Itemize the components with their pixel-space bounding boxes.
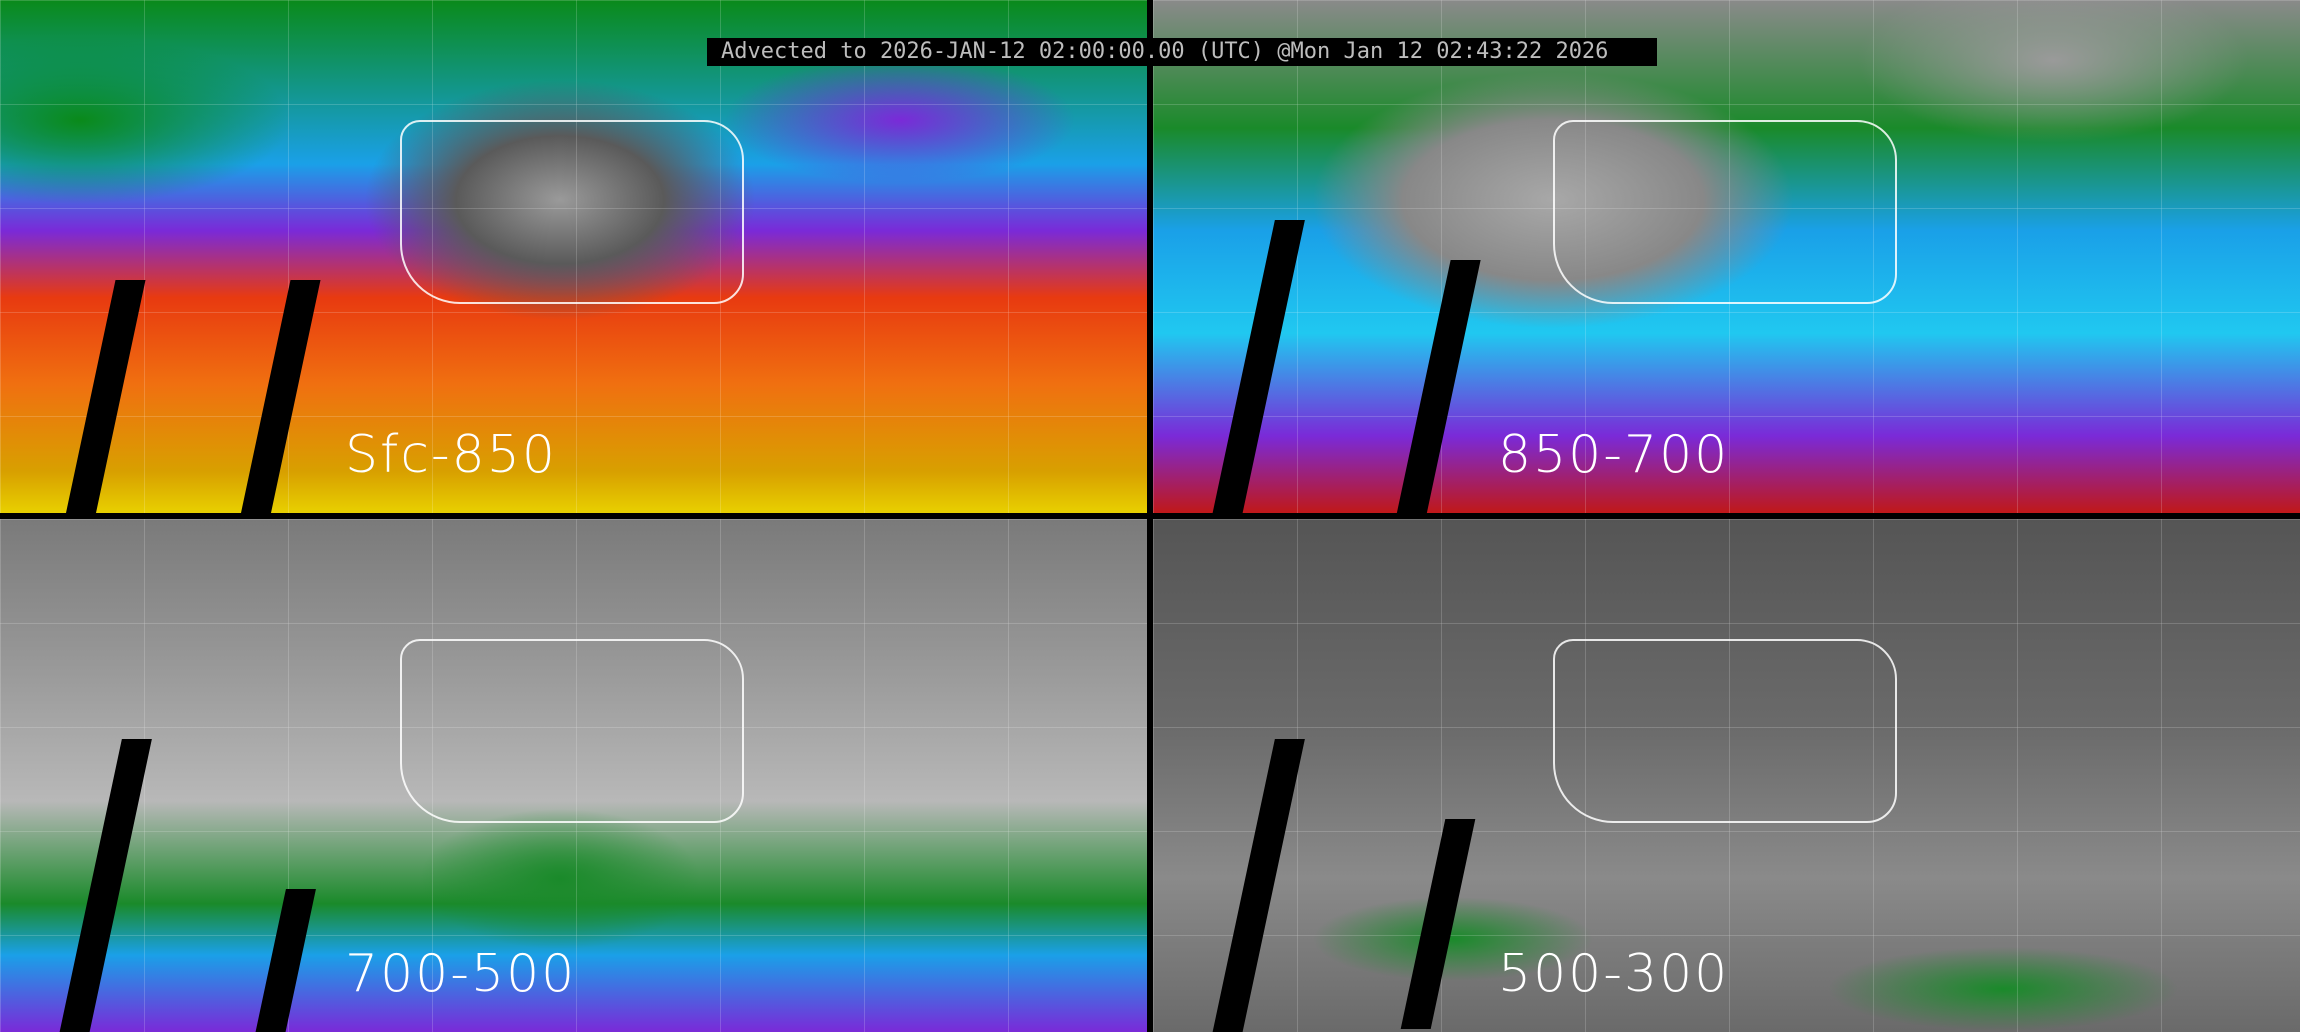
panel-500-300: 500-300 <box>1153 519 2300 1032</box>
lat-lon-grid <box>0 519 1147 1032</box>
layer-label: 500-300 <box>1498 944 1730 1004</box>
us-outline <box>400 639 744 823</box>
panel-700-500: 700-500 <box>0 519 1147 1032</box>
layer-label: 700-500 <box>345 944 577 1004</box>
lat-lon-grid <box>0 0 1147 513</box>
us-outline <box>400 120 744 304</box>
layer-label: Sfc-850 <box>345 425 557 485</box>
us-outline <box>1553 120 1897 304</box>
layer-label: 850-700 <box>1498 425 1730 485</box>
timestamp-banner: Advected to 2026-JAN-12 02:00:00.00 (UTC… <box>707 38 1657 66</box>
us-outline <box>1553 639 1897 823</box>
panel-850-700: 850-700 <box>1153 0 2300 513</box>
lat-lon-grid <box>1153 0 2300 513</box>
panel-sfc-850: Sfc-850 <box>0 0 1147 513</box>
lat-lon-grid <box>1153 519 2300 1032</box>
